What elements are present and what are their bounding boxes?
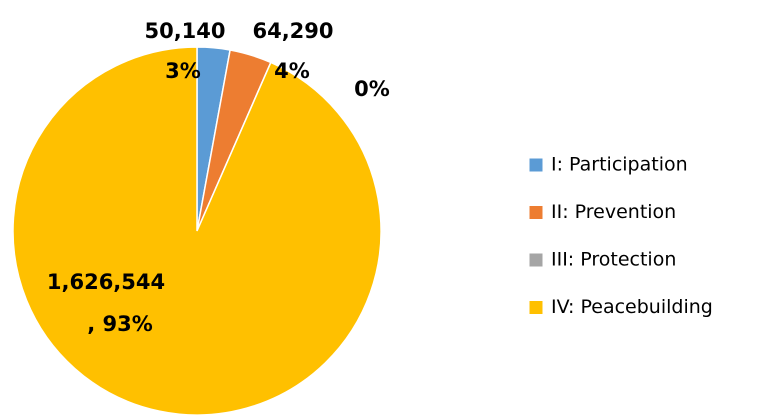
legend-swatch [528, 252, 544, 268]
legend-swatch [528, 300, 544, 315]
percent-label: , 93% [87, 312, 153, 336]
percent-label: 4% [274, 59, 310, 83]
legend-label: I: Participation [551, 154, 688, 176]
percent-label: 0% [354, 77, 390, 101]
value-label: 1,626,544 [47, 270, 165, 294]
pie-slice [12, 46, 382, 416]
value-label: 64,290 [252, 19, 333, 43]
legend-label: II: Prevention [551, 201, 676, 223]
legend-label: IV: Peacebuilding [551, 296, 713, 318]
legend-label: III: Protection [551, 249, 676, 271]
legend-swatch [528, 157, 544, 173]
percent-label: 3% [165, 59, 201, 83]
legend-swatch [528, 205, 544, 220]
value-label: 50,140 [144, 19, 225, 43]
